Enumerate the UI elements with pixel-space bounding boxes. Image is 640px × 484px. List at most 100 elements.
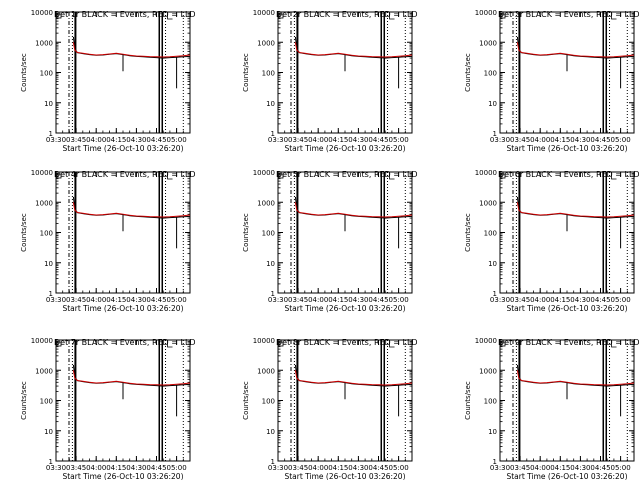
solid-marker [383, 172, 386, 293]
detector-panel: Det 5r BLACK = Events, RED = LLD 1 10 100 10… [242, 169, 418, 313]
solid-marker [605, 12, 608, 133]
y-tick-label: 10000 [475, 337, 497, 345]
x-tick-label: 04:45 [368, 296, 388, 304]
x-axis-label: Start Time (26-Oct-10 03:26:20) [62, 304, 183, 313]
x-tick-label: 05:00 [167, 296, 187, 304]
x-tick-label: 04:45 [590, 296, 610, 304]
x-tick-label: 04:45 [146, 296, 166, 304]
y-tick-label: 10 [266, 428, 275, 436]
y-tick-label: 10 [44, 428, 53, 436]
x-tick-label: 04:45 [146, 136, 166, 144]
y-tick-label: 100 [40, 70, 53, 78]
x-tick-label: 03:45 [66, 464, 86, 472]
y-tick-label: 100 [40, 398, 53, 406]
solid-marker [74, 12, 77, 133]
x-tick-label: 04:30 [126, 464, 146, 472]
corner-box-icon [56, 341, 62, 347]
x-tick-label: 04:15 [550, 136, 570, 144]
corner-bracket-icon [389, 13, 395, 20]
x-tick-label: 04:30 [570, 136, 590, 144]
y-tick-label: 10 [44, 100, 53, 108]
x-tick-label: 03:45 [510, 136, 530, 144]
lld-series-line [294, 42, 413, 58]
x-tick-label: 04:00 [308, 296, 328, 304]
y-axis-label: Counts/sec [242, 213, 250, 252]
panel-title: Det 7r BLACK = Events, RED = LLD [54, 338, 196, 347]
y-tick-label: 100 [484, 70, 497, 78]
solid-marker [158, 172, 161, 293]
y-tick-label: 10000 [253, 9, 275, 17]
solid-marker [296, 340, 299, 461]
x-tick-label: 05:00 [167, 136, 187, 144]
solid-marker [518, 340, 521, 461]
y-tick-label: 1000 [479, 367, 497, 375]
detector-panel: Det 1r BLACK = Events, RED = LLD 1 10 100 10… [20, 9, 196, 153]
detector-panel: Det 4r BLACK = Events, RED = LLD 1 10 100 10… [20, 169, 196, 313]
x-tick-label: 04:00 [308, 464, 328, 472]
y-tick-label: 1 [271, 290, 275, 298]
panel-title: Det 4r BLACK = Events, RED = LLD [54, 170, 196, 179]
y-tick-label: 1 [271, 130, 275, 138]
x-tick-label: 04:45 [590, 136, 610, 144]
x-tick-label: 04:30 [348, 464, 368, 472]
corner-bracket-icon [611, 13, 617, 20]
x-tick-label: 04:00 [530, 296, 550, 304]
panel-title: Det 5r BLACK = Events, RED = LLD [276, 170, 418, 179]
y-axis-label: Counts/sec [242, 53, 250, 92]
solid-marker [605, 340, 608, 461]
solid-marker [161, 340, 164, 461]
detector-panel: Det 2r BLACK = Events, RED = LLD 1 10 100 10… [242, 9, 418, 153]
corner-bracket-icon [167, 173, 173, 180]
x-tick-label: 03:45 [510, 296, 530, 304]
solid-marker [518, 12, 521, 133]
solid-marker [74, 172, 77, 293]
y-tick-label: 100 [262, 230, 275, 238]
solid-marker [383, 340, 386, 461]
x-tick-label: 04:30 [126, 296, 146, 304]
x-tick-label: 04:15 [328, 136, 348, 144]
y-tick-label: 100 [484, 230, 497, 238]
y-tick-label: 10000 [253, 337, 275, 345]
y-axis-label: Counts/sec [20, 381, 28, 420]
x-tick-label: 04:45 [368, 136, 388, 144]
x-tick-label: 04:00 [308, 136, 328, 144]
x-tick-label: 03:45 [288, 136, 308, 144]
panel-title: Det 2r BLACK = Events, RED = LLD [276, 10, 418, 19]
y-tick-label: 1000 [35, 367, 53, 375]
x-tick-label: 04:00 [530, 464, 550, 472]
solid-marker [161, 12, 164, 133]
y-axis-label: Counts/sec [464, 381, 472, 420]
lld-series-line [72, 42, 191, 58]
y-axis-label: Counts/sec [20, 53, 28, 92]
y-tick-label: 10000 [31, 337, 53, 345]
x-axis-label: Start Time (26-Oct-10 03:26:20) [284, 472, 405, 480]
x-tick-label: 03:30 [268, 136, 288, 144]
x-tick-label: 05:00 [611, 296, 631, 304]
x-tick-label: 04:45 [368, 464, 388, 472]
x-tick-label: 04:15 [106, 464, 126, 472]
x-tick-label: 03:30 [490, 136, 510, 144]
x-tick-label: 03:45 [510, 464, 530, 472]
y-tick-label: 1 [49, 458, 53, 466]
lld-series-line [72, 370, 191, 386]
x-tick-label: 03:30 [268, 296, 288, 304]
y-tick-label: 1000 [257, 39, 275, 47]
y-axis-label: Counts/sec [242, 381, 250, 420]
y-tick-label: 1000 [257, 199, 275, 207]
corner-bracket-icon [611, 341, 617, 348]
x-tick-label: 04:45 [590, 464, 610, 472]
corner-box-icon [500, 13, 506, 19]
panel-title: Det 9r BLACK = Events, RED = LLD [498, 338, 640, 347]
y-tick-label: 10 [266, 260, 275, 268]
corner-bracket-icon [389, 173, 395, 180]
y-tick-label: 1000 [479, 39, 497, 47]
x-tick-label: 03:30 [46, 136, 66, 144]
detector-panel: Det 3r BLACK = Events, RED = LLD 1 10 100 10… [464, 9, 640, 153]
solid-marker [380, 340, 383, 461]
lld-series-line [516, 42, 635, 58]
solid-marker [380, 172, 383, 293]
x-tick-label: 03:45 [288, 296, 308, 304]
y-tick-label: 10 [44, 260, 53, 268]
y-tick-label: 1 [493, 458, 497, 466]
